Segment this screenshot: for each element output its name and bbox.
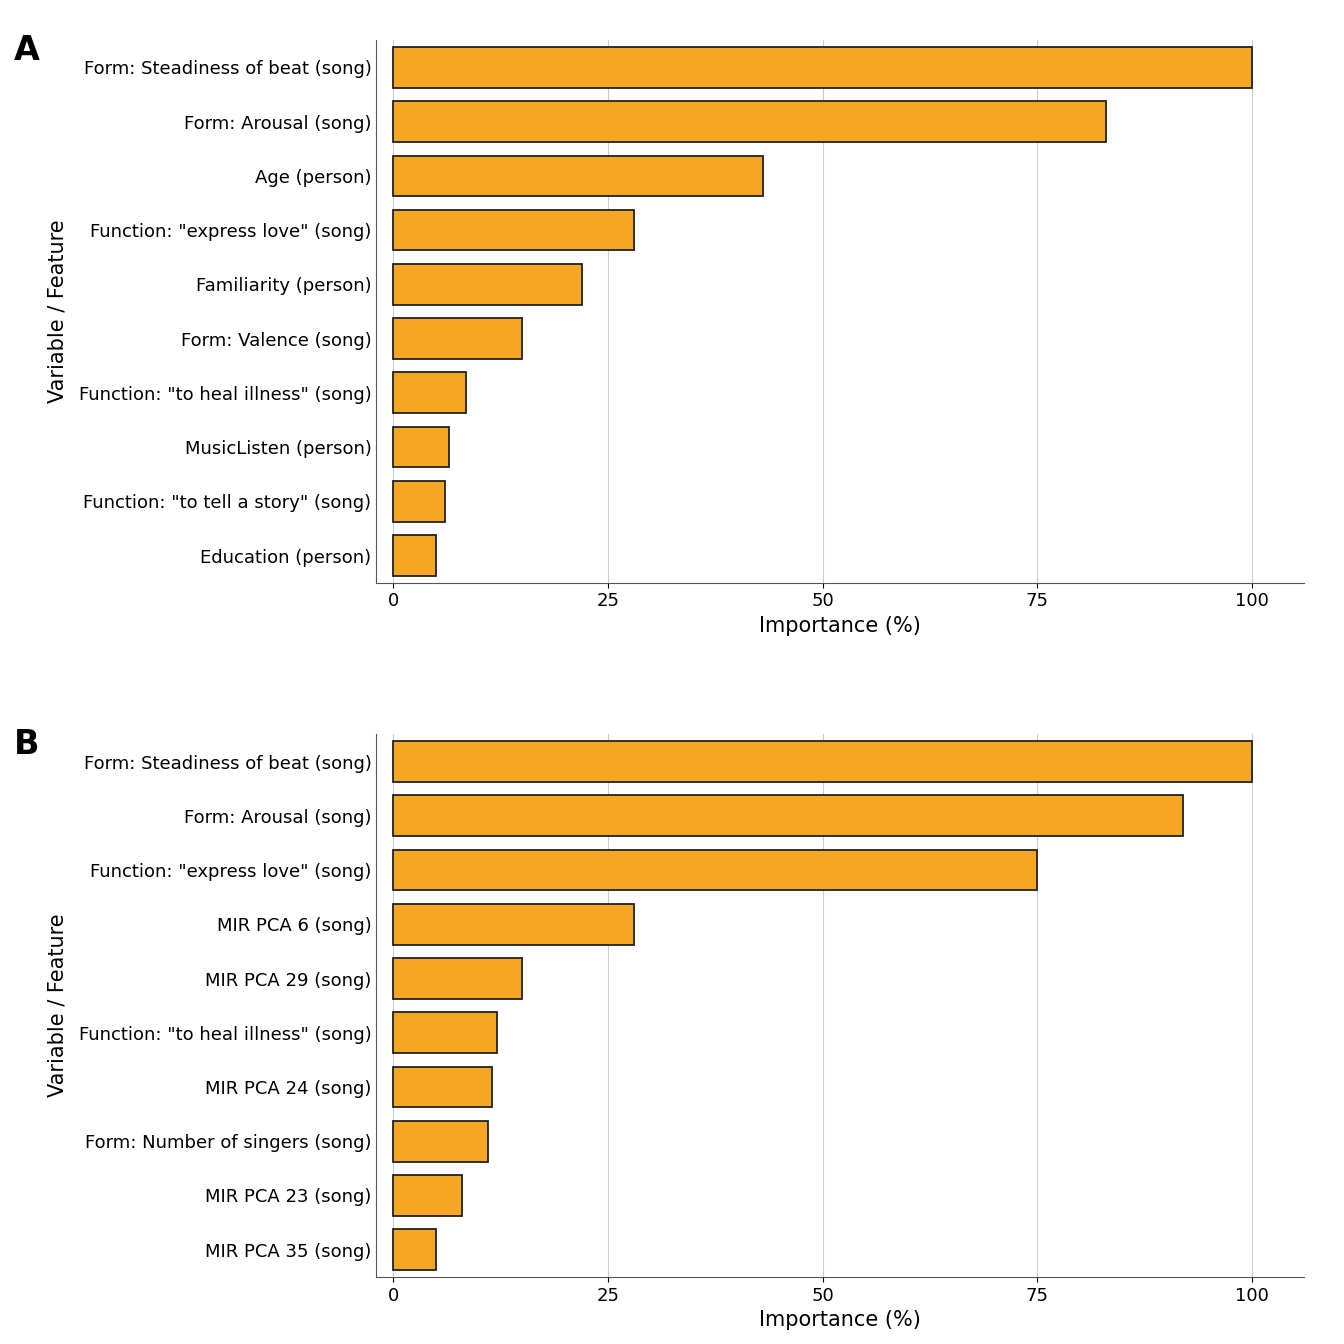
Bar	[394, 372, 466, 413]
Bar	[394, 1012, 496, 1054]
Bar	[394, 210, 634, 250]
X-axis label: Importance (%): Importance (%)	[759, 616, 921, 636]
Bar	[394, 905, 634, 945]
Text: A: A	[13, 34, 39, 67]
Bar	[394, 849, 1038, 890]
Bar	[394, 742, 1253, 782]
Bar	[394, 427, 449, 468]
Bar	[394, 1175, 462, 1216]
Text: B: B	[13, 727, 39, 761]
Bar	[394, 1230, 437, 1270]
Bar	[394, 101, 1106, 142]
Y-axis label: Variable / Feature: Variable / Feature	[47, 219, 67, 403]
Bar	[394, 958, 523, 999]
Bar	[394, 156, 763, 196]
Bar	[394, 1067, 492, 1107]
Bar	[394, 47, 1253, 87]
Bar	[394, 1121, 488, 1161]
Bar	[394, 796, 1184, 836]
Bar	[394, 263, 582, 305]
X-axis label: Importance (%): Importance (%)	[759, 1310, 921, 1331]
Bar	[394, 319, 523, 359]
Bar	[394, 535, 437, 575]
Y-axis label: Variable / Feature: Variable / Feature	[47, 914, 67, 1098]
Bar	[394, 481, 445, 521]
